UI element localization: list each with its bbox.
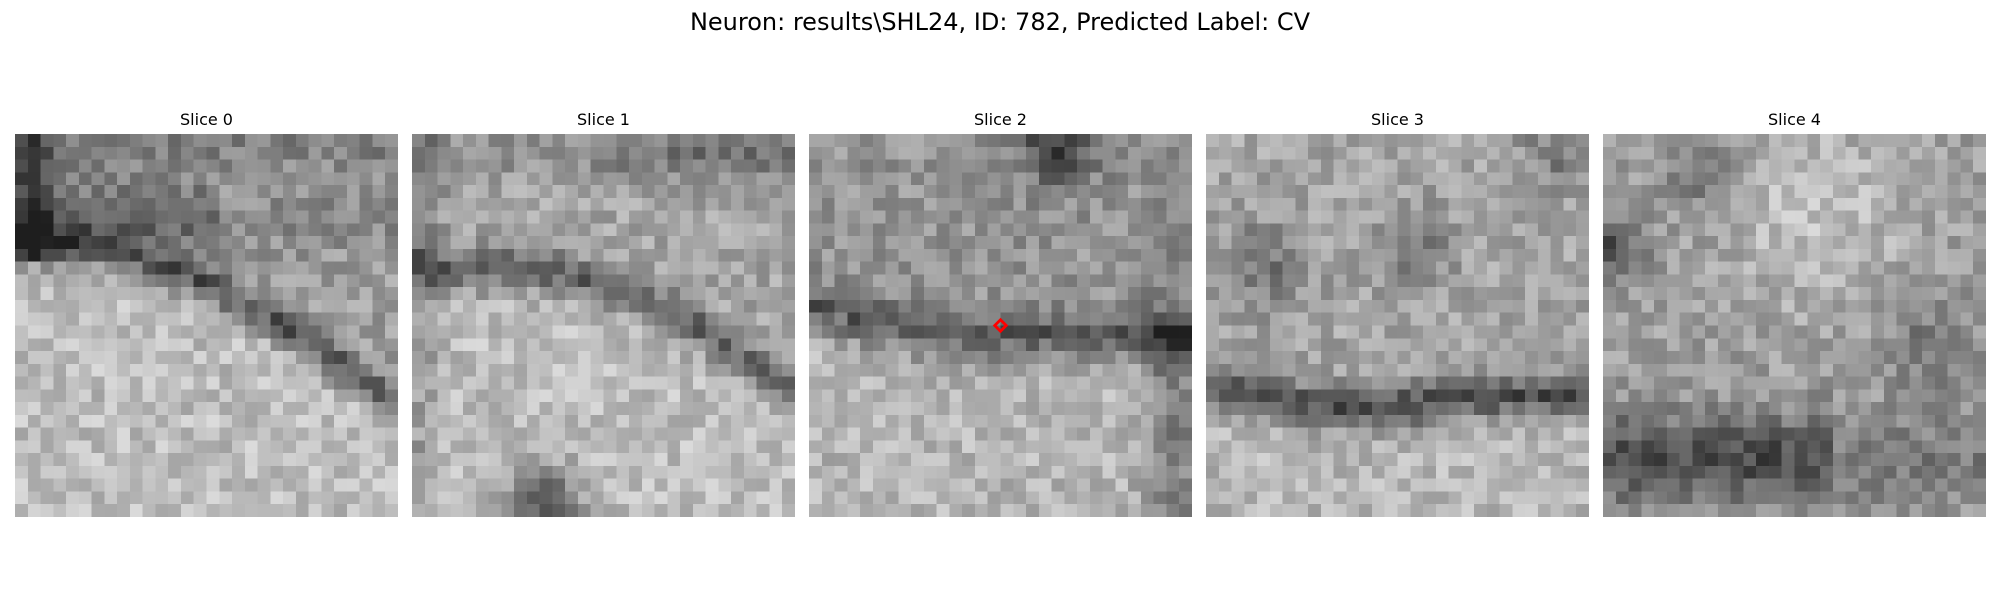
slice-image-1 (412, 134, 795, 517)
slice-title-4: Slice 4 (1768, 110, 1821, 129)
slice-title-1: Slice 1 (577, 110, 630, 129)
slice-image-3 (1206, 134, 1589, 517)
slice-title-3: Slice 3 (1371, 110, 1424, 129)
slice-image-4 (1603, 134, 1986, 517)
slice-image-2 (809, 134, 1192, 517)
slice-title-2: Slice 2 (974, 110, 1027, 129)
figure-title: Neuron: results\SHL24, ID: 782, Predicte… (689, 8, 1311, 36)
slice-image-0 (15, 134, 398, 517)
diamond-marker-icon (992, 317, 1009, 334)
slice-title-0: Slice 0 (180, 110, 233, 129)
